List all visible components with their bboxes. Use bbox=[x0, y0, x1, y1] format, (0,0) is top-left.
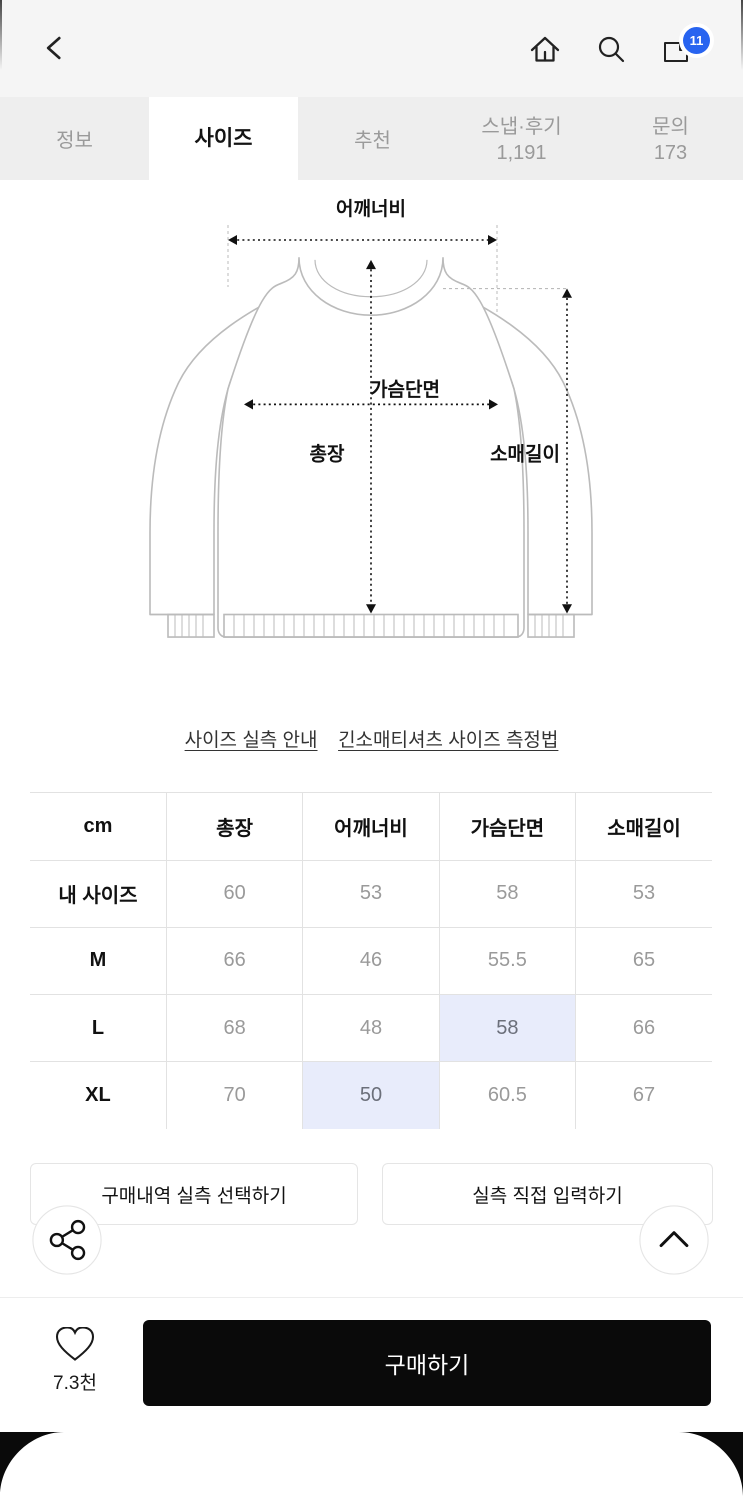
svg-text:총장: 총장 bbox=[310, 444, 345, 466]
svg-text:소매길이: 소매길이 bbox=[490, 444, 560, 466]
svg-text:가슴단면: 가슴단면 bbox=[370, 379, 440, 401]
svg-text:어깨너비: 어깨너비 bbox=[336, 198, 406, 220]
